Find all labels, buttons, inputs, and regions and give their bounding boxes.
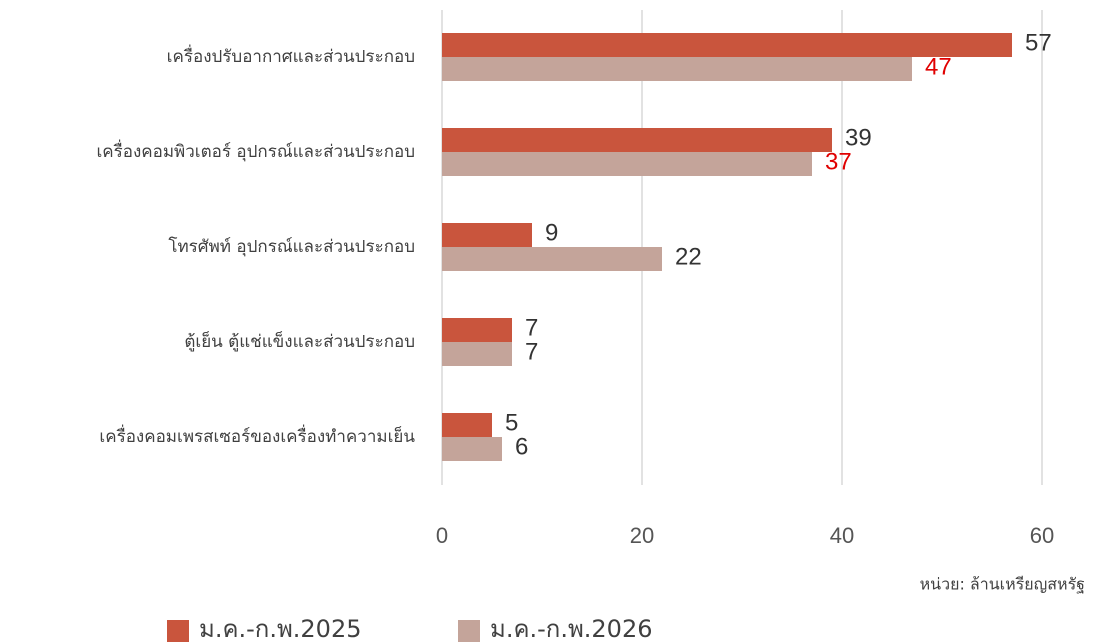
category-label: เครื่องคอมพิวเตอร์ อุปกรณ์และส่วนประกอบ	[96, 139, 415, 162]
bar	[442, 413, 492, 437]
x-tick-label: 20	[630, 523, 654, 548]
category-label: เครื่องปรับอากาศและส่วนประกอบ	[167, 44, 415, 67]
value-label: 5	[505, 409, 518, 436]
x-tick-label: 40	[830, 523, 854, 548]
bar	[442, 318, 512, 342]
value-label: 39	[845, 124, 872, 151]
bar	[442, 342, 512, 366]
x-tick-label: 60	[1030, 523, 1054, 548]
bar	[442, 33, 1012, 57]
legend-label: ม.ค.-ก.พ.2026	[490, 615, 652, 643]
category-label: ตู้เย็น ตู้แช่แข็งและส่วนประกอบ	[184, 330, 415, 352]
legend-label: ม.ค.-ก.พ.2025	[199, 615, 361, 643]
x-tick-label: 0	[436, 523, 448, 548]
bar	[442, 152, 812, 176]
value-label: 6	[515, 433, 528, 460]
category-label: เครื่องคอมเพรสเซอร์ของเครื่องทำความเย็น	[99, 424, 415, 447]
value-label: 47	[925, 53, 952, 80]
bar	[442, 57, 912, 81]
bar	[442, 223, 532, 247]
value-label: 57	[1025, 29, 1052, 56]
bar	[442, 247, 662, 271]
value-label: 7	[525, 338, 538, 365]
value-label: 37	[825, 148, 852, 175]
bar	[442, 437, 502, 461]
value-label: 9	[545, 219, 558, 246]
unit-note: หน่วย: ล้านเหรียญสหรัฐ	[920, 575, 1085, 594]
legend-swatch	[167, 620, 189, 642]
bar	[442, 128, 832, 152]
value-label: 22	[675, 243, 702, 270]
legend-swatch	[458, 620, 480, 642]
category-label: โทรศัพท์ อุปกรณ์และส่วนประกอบ	[168, 236, 415, 257]
value-label: 7	[525, 314, 538, 341]
